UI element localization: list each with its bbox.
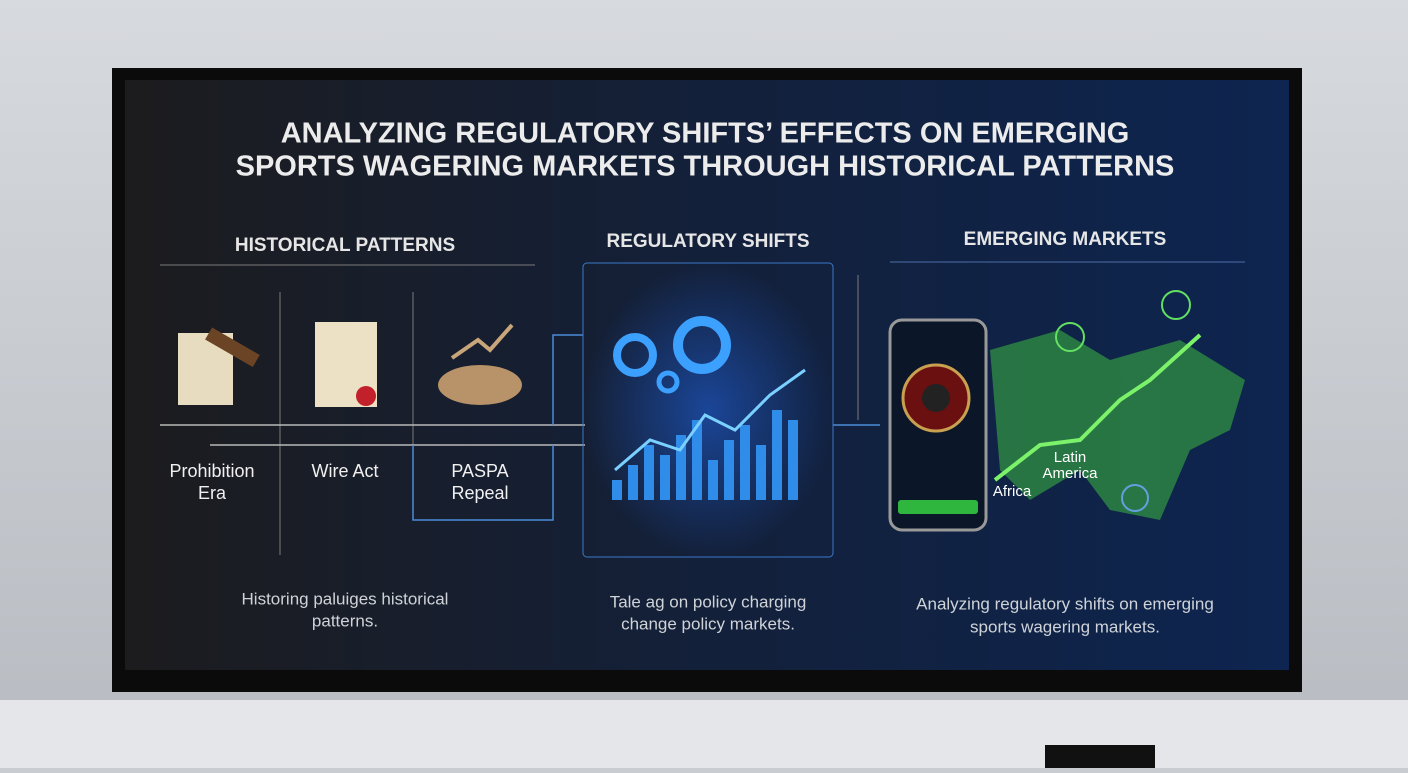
title: ANALYZING REGULATORY SHIFTS’ EFFECTS ON …	[281, 118, 1130, 150]
caption: sports wagering markets.	[970, 617, 1160, 636]
section-heading: EMERGING MARKETS	[964, 229, 1167, 250]
map-label: America	[1042, 465, 1098, 482]
caption: Historing paluiges historical	[242, 589, 449, 608]
caption: Tale ag on policy charging	[610, 592, 807, 611]
timeline	[160, 334, 880, 521]
desk	[0, 700, 1408, 768]
section-heading: REGULATORY SHIFTS	[606, 231, 809, 252]
regulatory-panel	[582, 262, 834, 558]
caption: Analyzing regulatory shifts on emerging	[916, 594, 1214, 613]
section-heading: HISTORICAL PATTERNS	[235, 235, 455, 256]
title: SPORTS WAGERING MARKETS THROUGH HISTORIC…	[236, 151, 1175, 183]
caption: patterns.	[312, 611, 378, 630]
caption: change policy markets.	[621, 614, 795, 633]
timeline-label: PASPA	[451, 461, 508, 481]
device	[1045, 745, 1155, 768]
timeline-label: Era	[198, 483, 227, 503]
map-label: Africa	[993, 483, 1032, 500]
map-label: Latin	[1054, 449, 1087, 466]
timeline-label: Prohibition	[169, 461, 254, 481]
timeline-label: Wire Act	[311, 461, 378, 481]
decor-bars	[612, 316, 806, 500]
decor-map	[888, 290, 1245, 532]
icons	[178, 322, 522, 407]
timeline-label: Repeal	[451, 483, 508, 503]
